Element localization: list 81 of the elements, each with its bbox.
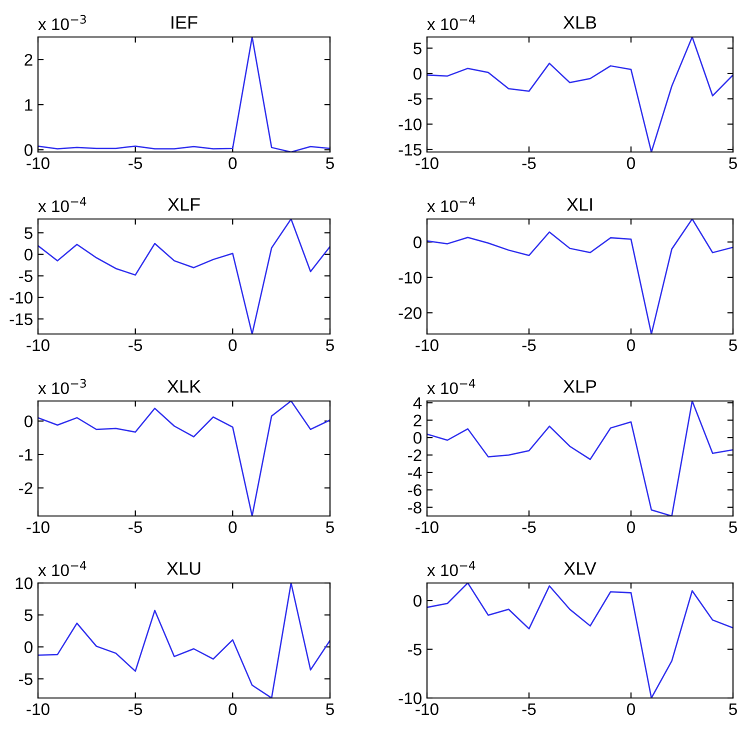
text: x 10$^{−3}$ [38, 378, 86, 394]
text: x 10$^{−4}$ [38, 561, 86, 576]
y-tick-label: 0 [24, 415, 32, 428]
y-tick-label: 0 [24, 248, 32, 261]
x-tick-label: 0 [228, 157, 237, 170]
y-tick-label: 0 [414, 432, 422, 444]
x-tick-label: 5 [326, 339, 334, 352]
x-tick-label: -5 [128, 339, 142, 352]
text: x 10$^{−4}$ [427, 197, 476, 212]
line-series [427, 583, 733, 698]
text: x 10$^{−3}$ [38, 14, 86, 30]
x-tick-label: 0 [627, 703, 635, 716]
y-tick-label: -6 [408, 484, 422, 496]
line-series [38, 219, 330, 334]
chart-title: XLK [167, 380, 201, 393]
text: x 10$^{−4}$ [427, 561, 476, 576]
y-tick-label: -5 [19, 270, 32, 282]
y-tick-label: -20 [398, 307, 422, 319]
line-series [427, 219, 733, 334]
x-tick-label: -5 [128, 703, 142, 716]
y-tick-label: -5 [408, 93, 422, 106]
y-tick-label: -2 [408, 449, 422, 462]
chart-title: XLI [566, 198, 592, 211]
y-tick-label: -10 [398, 118, 422, 130]
x-tick-label: -5 [522, 339, 536, 352]
y-tick-label: 5 [24, 610, 32, 622]
text: x 10$^{−4}$ [427, 15, 476, 30]
line-series [38, 37, 330, 152]
y-tick-label: 0 [414, 236, 422, 248]
x-tick-label: -5 [522, 703, 536, 716]
chart-title: XLV [564, 562, 596, 575]
x-tick-label: -5 [522, 157, 536, 170]
x-tick-label: 5 [326, 521, 334, 534]
y-tick-label: 4 [413, 397, 422, 409]
y-tick-label: -2 [19, 482, 32, 494]
chart-title: XLF [168, 198, 200, 211]
y-tick-label: -10 [10, 292, 32, 304]
text: x 10$^{−4}$ [427, 379, 476, 394]
y-tick-label: 0 [414, 594, 422, 607]
x-tick-label: -5 [128, 521, 142, 534]
chart-title: XLP [563, 380, 596, 393]
line-series [38, 401, 330, 516]
y-tick-label: 2 [24, 54, 32, 66]
y-tick-label: 10 [16, 577, 32, 590]
y-tick-label: 5 [414, 42, 422, 54]
x-tick-label: 0 [627, 339, 635, 352]
x-tick-label: 0 [627, 157, 635, 170]
x-tick-label: 0 [627, 521, 635, 534]
y-tick-label: -10 [398, 692, 422, 704]
x-tick-label: 0 [228, 339, 237, 352]
x-tick-label: 0 [228, 521, 237, 534]
x-tick-label: -5 [522, 521, 536, 534]
x-tick-label: 5 [729, 703, 737, 716]
y-tick-label: 0 [414, 68, 422, 80]
y-tick-label: 1 [25, 99, 32, 111]
chart-title: XLB [563, 16, 596, 29]
y-tick-label: 0 [24, 144, 32, 156]
x-tick-label: 5 [729, 339, 737, 352]
x-tick-label: 5 [729, 521, 737, 534]
y-tick-label: 5 [24, 227, 32, 239]
y-tick-label: 2 [414, 414, 422, 426]
y-tick-label: -1 [19, 449, 32, 461]
y-tick-label: -15 [398, 144, 422, 156]
x-tick-label: 0 [228, 703, 237, 716]
line-series [38, 583, 330, 698]
chart-title: IEF [172, 16, 198, 29]
x-tick-label: 5 [729, 157, 737, 170]
y-tick-label: -4 [408, 467, 422, 478]
y-tick-label: -5 [19, 673, 32, 686]
line-series [427, 401, 733, 516]
x-tick-label: 5 [326, 157, 334, 170]
y-tick-label: -5 [408, 644, 422, 656]
line-series [427, 37, 733, 152]
y-tick-label: -15 [10, 314, 32, 326]
y-tick-label: -8 [408, 502, 422, 514]
text: x 10$^{−4}$ [38, 197, 86, 212]
chart-title: XLU [166, 562, 200, 575]
x-tick-label: 5 [326, 703, 334, 716]
y-tick-label: 0 [24, 641, 32, 654]
y-tick-label: -10 [398, 272, 422, 284]
x-tick-label: -5 [128, 157, 142, 170]
